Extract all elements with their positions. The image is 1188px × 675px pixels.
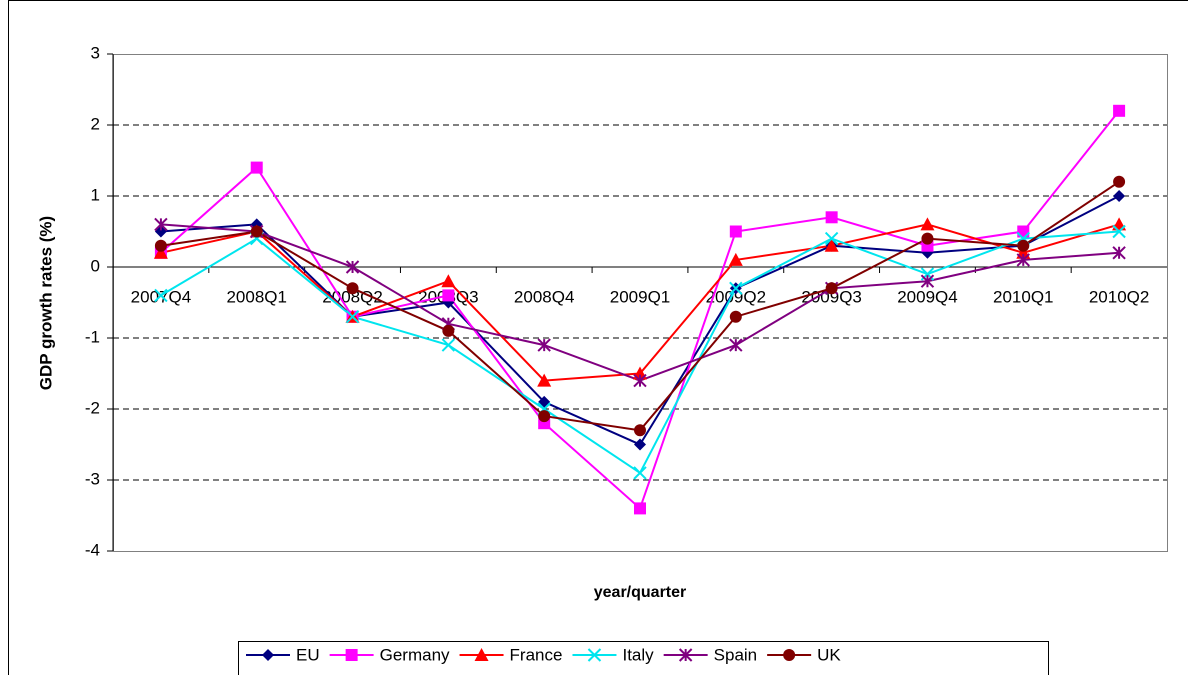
- marker: [474, 648, 489, 661]
- x-tick-label: 2008Q4: [514, 287, 575, 306]
- x-tick-label: 2010Q2: [1089, 287, 1150, 306]
- legend: [238, 641, 1049, 675]
- y-tick-label: 1: [91, 185, 100, 204]
- y-axis-title: GDP growth rates (%): [36, 216, 55, 390]
- marker: [262, 649, 274, 661]
- marker: [441, 338, 456, 352]
- marker: [729, 225, 742, 238]
- marker: [825, 282, 838, 295]
- marker: [1112, 224, 1126, 239]
- marker: [729, 338, 743, 352]
- marker: [1113, 104, 1126, 117]
- chart-frame: [8, 0, 1188, 675]
- x-tick-label: 2010Q1: [993, 287, 1054, 306]
- marker: [1017, 239, 1030, 252]
- marker: [678, 648, 693, 662]
- x-tick-label: 2008Q1: [226, 287, 287, 306]
- marker: [1113, 190, 1126, 202]
- marker: [587, 648, 602, 662]
- marker: [824, 238, 839, 252]
- y-tick-label: 2: [91, 114, 100, 133]
- marker: [442, 324, 455, 337]
- marker: [1016, 253, 1030, 267]
- y-tick-label: -4: [85, 540, 100, 559]
- marker: [729, 281, 743, 296]
- marker: [1113, 175, 1126, 188]
- y-tick-label: -1: [85, 327, 100, 346]
- marker: [921, 232, 934, 245]
- marker: [537, 338, 551, 352]
- x-tick-label: 2009Q1: [610, 287, 671, 306]
- marker: [345, 649, 358, 661]
- x-tick-label: 2007Q4: [131, 287, 192, 306]
- series-line: [160, 195, 1120, 446]
- marker: [442, 289, 455, 302]
- marker: [634, 438, 646, 451]
- marker: [250, 225, 263, 238]
- y-tick-label: 3: [91, 43, 100, 62]
- marker: [345, 260, 360, 274]
- y-tick-label: -3: [85, 469, 100, 488]
- y-tick-label: 0: [91, 256, 100, 275]
- marker: [783, 649, 796, 661]
- marker: [538, 410, 551, 423]
- legend-label: EU: [296, 645, 320, 664]
- marker: [1112, 217, 1127, 231]
- marker: [154, 288, 168, 303]
- marker: [250, 161, 263, 174]
- marker: [345, 309, 360, 324]
- marker: [1112, 246, 1126, 260]
- marker: [154, 239, 167, 252]
- y-tick-label: -2: [85, 398, 100, 417]
- legend-label: France: [510, 645, 563, 664]
- legend-label: UK: [817, 645, 841, 664]
- marker: [441, 274, 456, 288]
- x-tick-label: 2009Q4: [897, 287, 958, 306]
- marker: [824, 231, 839, 246]
- marker: [537, 373, 552, 387]
- marker: [153, 245, 168, 259]
- x-axis-title: year/quarter: [594, 584, 687, 601]
- legend-label: Germany: [380, 645, 450, 664]
- legend-label: Italy: [622, 645, 654, 664]
- marker: [920, 274, 935, 288]
- marker: [154, 217, 168, 232]
- marker: [729, 310, 742, 323]
- marker: [633, 466, 647, 480]
- marker: [728, 252, 743, 266]
- legend-label: Spain: [714, 645, 757, 664]
- x-tick-label: 2009Q2: [706, 287, 767, 306]
- marker: [634, 502, 646, 515]
- marker: [825, 211, 838, 224]
- marker: [634, 424, 646, 437]
- marker: [633, 373, 647, 388]
- marker: [920, 217, 935, 231]
- marker: [346, 282, 359, 295]
